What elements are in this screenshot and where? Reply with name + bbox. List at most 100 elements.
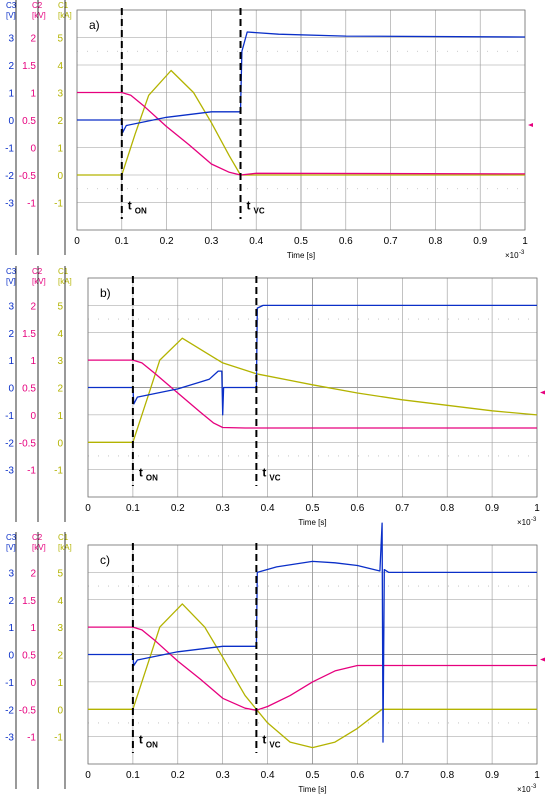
marker-letter: t xyxy=(262,732,266,746)
axis-tick-label: 2 xyxy=(57,116,63,127)
axis-tick-label: 1 xyxy=(8,89,14,100)
axis-tick-label: -1 xyxy=(27,466,36,477)
x-exponent-sup: -3 xyxy=(519,250,525,256)
grid xyxy=(76,9,526,231)
x-tick-label: 0.2 xyxy=(160,236,174,247)
marker-label-t-on: t ON xyxy=(139,732,158,749)
axis-c3: C3[V] 3 2 1 0 -1 -2 -3 xyxy=(5,266,17,522)
axis-tick-label: 3 xyxy=(57,89,63,100)
x-exponent: ×10 xyxy=(517,518,531,527)
x-tick-label: 0 xyxy=(85,503,91,514)
axis-name: C1 xyxy=(58,267,69,276)
x-tick-label: 0.2 xyxy=(171,770,185,781)
axis-tick-label: 0 xyxy=(57,705,63,716)
axis-name: C2 xyxy=(32,533,43,542)
x-exponent-sup: -3 xyxy=(531,517,537,523)
x-tick-label: 0.3 xyxy=(216,503,230,514)
marker-subscript: ON xyxy=(146,740,158,749)
chart-panel-1: C3[V]3210-1-2-3C2[kV]21.510.50-0.5-1C1[k… xyxy=(5,0,533,260)
axis-tick-label: 1 xyxy=(30,356,36,367)
grid xyxy=(87,277,538,498)
axis-c2: C2[kV] 2 1.5 1 0.5 0 -0.5 -1 xyxy=(19,266,46,522)
x-tick-label: 0.8 xyxy=(440,503,454,514)
axis-name: C2 xyxy=(32,267,43,276)
axis-tick-label: 4 xyxy=(57,61,63,72)
x-exponent: ×10 xyxy=(517,785,531,794)
axis-tick-label: 3 xyxy=(8,301,14,312)
x-exponent-sup: -3 xyxy=(531,784,537,790)
axis-tick-label: 1 xyxy=(30,89,36,100)
axis-tick-label: -1 xyxy=(27,733,36,744)
axis-tick-label: 4 xyxy=(57,329,63,340)
axis-tick-label: 2 xyxy=(30,34,36,45)
x-tick-label: 1 xyxy=(522,236,528,247)
marker-subscript: ON xyxy=(135,206,147,215)
panel-label: c) xyxy=(100,553,110,567)
axis-unit: [kV] xyxy=(32,543,46,552)
x-tick-label: 0 xyxy=(85,770,91,781)
axis-unit: [V] xyxy=(6,277,16,286)
x-tick-label: 0.6 xyxy=(339,236,353,247)
axis-tick-label: -1 xyxy=(54,733,63,744)
x-tick-label: 0.6 xyxy=(350,770,364,781)
marker-letter: t xyxy=(247,198,251,212)
axis-tick-label: 5 xyxy=(57,301,63,312)
axis-tick-label: 5 xyxy=(57,568,63,579)
marker-label-t-vc: t VC xyxy=(247,198,265,215)
axis-tick-label: 1 xyxy=(8,623,14,634)
x-tick-label: 0.5 xyxy=(294,236,308,247)
axis-c2: C2[kV] 2 1.5 1 0.5 0 -0.5 -1 xyxy=(19,532,46,789)
axis-tick-label: -2 xyxy=(5,705,14,716)
marker-letter: t xyxy=(139,465,143,479)
axis-tick-label: -1 xyxy=(54,199,63,210)
axis-name: C3 xyxy=(6,1,17,10)
axis-unit: [kV] xyxy=(32,277,46,286)
x-tick-label: 0.5 xyxy=(306,503,320,514)
axis-tick-label: -2 xyxy=(5,171,14,182)
axis-name: C1 xyxy=(58,533,69,542)
axis-tick-label: 5 xyxy=(57,34,63,45)
axis-tick-label: 0 xyxy=(30,411,36,422)
marker-subscript: ON xyxy=(146,473,158,482)
axis-tick-label: 0 xyxy=(8,116,14,127)
axis-unit: [kV] xyxy=(32,11,46,20)
marker-letter: t xyxy=(128,198,132,212)
x-tick-label: 1 xyxy=(534,503,540,514)
axis-tick-label: 3 xyxy=(8,34,14,45)
chart-panel-3: C3[V]3210-1-2-3C2[kV]21.510.50-0.5-1C1[k… xyxy=(5,522,545,794)
axis-tick-label: 1.5 xyxy=(22,596,36,607)
x-tick-label: 0.1 xyxy=(126,503,140,514)
series-c2 xyxy=(88,626,537,711)
axis-tick-label: -1 xyxy=(5,411,14,422)
ground-marker xyxy=(540,390,545,395)
axis-tick-label: 2 xyxy=(30,568,36,579)
axis-tick-label: -2 xyxy=(5,438,14,449)
marker-label-t-on: t ON xyxy=(139,465,158,482)
x-tick-label: 0.9 xyxy=(485,503,499,514)
axis-tick-label: 1 xyxy=(57,678,63,689)
axis-tick-label: 2 xyxy=(8,61,14,72)
axis-tick-label: 1 xyxy=(30,623,36,634)
x-tick-label: 0.4 xyxy=(261,503,275,514)
axis-c2: C2[kV] 2 1.5 1 0.5 0 -0.5 -1 xyxy=(19,0,46,255)
x-tick-label: 0.9 xyxy=(485,770,499,781)
x-tick-label: 0.1 xyxy=(126,770,140,781)
axis-name: C3 xyxy=(6,267,17,276)
axis-c3: C3[V] 3 2 1 0 -1 -2 -3 xyxy=(5,0,17,255)
axis-tick-label: -1 xyxy=(54,466,63,477)
axis-unit: [V] xyxy=(6,11,16,20)
axis-tick-label: 1.5 xyxy=(22,329,36,340)
axis-tick-label: 1.5 xyxy=(22,61,36,72)
axis-tick-label: -0.5 xyxy=(19,171,37,182)
x-ticks: 0 0.1 0.2 0.3 0.4 0.5 0.6 0.7 0.8 0.9 1 xyxy=(74,236,528,247)
axis-name: C1 xyxy=(58,1,69,10)
x-ticks: 0 0.1 0.2 0.3 0.4 0.5 0.6 0.7 0.8 0.9 1 xyxy=(85,503,540,514)
axis-tick-label: -3 xyxy=(5,733,14,744)
ground-marker xyxy=(528,123,533,127)
marker-label-t-vc: t VC xyxy=(262,465,280,482)
axis-tick-label: 0.5 xyxy=(22,384,36,395)
axis-tick-label: 1 xyxy=(57,411,63,422)
